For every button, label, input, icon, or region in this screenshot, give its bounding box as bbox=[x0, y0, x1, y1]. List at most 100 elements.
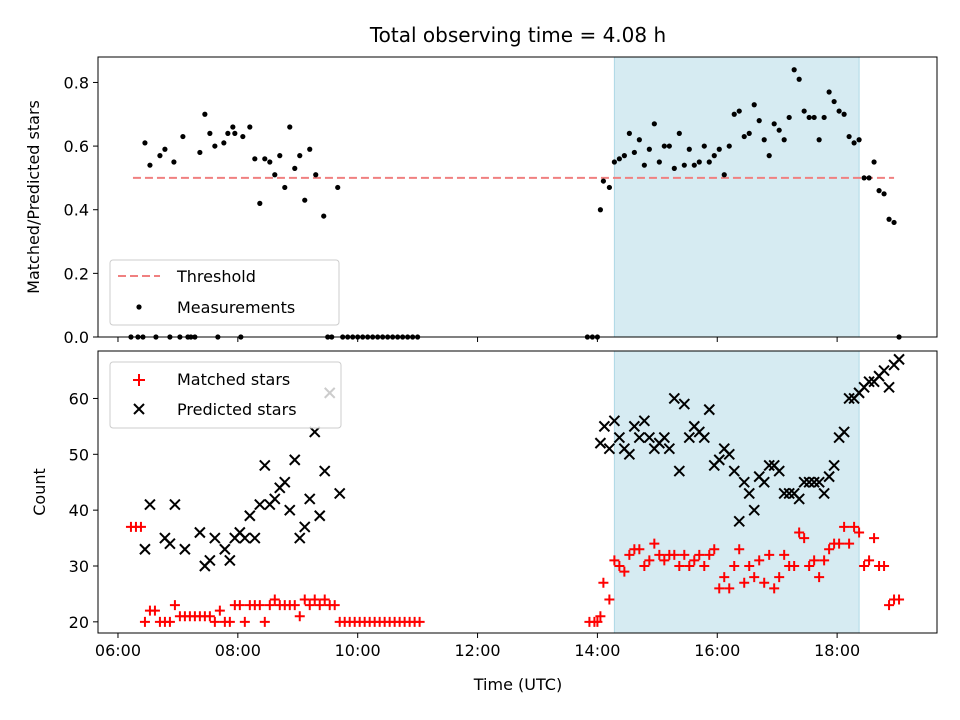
matched-star-point bbox=[595, 611, 606, 622]
measurement-point bbox=[891, 219, 897, 226]
predicted-star-point bbox=[673, 465, 686, 477]
predicted-star-point bbox=[758, 476, 770, 488]
predicted-star-point bbox=[594, 437, 607, 449]
measurement-point bbox=[726, 143, 732, 149]
top-panel: 0.00.20.40.60.8 Matched/Predicted stars … bbox=[24, 56, 938, 347]
x-tick-label: 18:00 bbox=[814, 641, 860, 660]
measurement-point bbox=[230, 124, 236, 130]
measurement-point bbox=[821, 114, 827, 121]
predicted-star-point bbox=[139, 543, 151, 555]
x-tick-label: 16:00 bbox=[694, 641, 740, 660]
y-tick-label: 0.8 bbox=[64, 73, 89, 92]
predicted-star-point bbox=[883, 381, 895, 394]
measurement-point bbox=[232, 130, 238, 136]
measurement-point bbox=[221, 140, 227, 146]
x-tick-label: 08:00 bbox=[215, 641, 261, 660]
predicted-star-point bbox=[284, 504, 296, 516]
matched-star-point bbox=[684, 560, 695, 571]
predicted-star-point bbox=[259, 459, 271, 472]
matched-star-point bbox=[799, 533, 810, 544]
matched-star-point bbox=[894, 594, 905, 605]
measurement-point bbox=[287, 124, 293, 130]
predicted-star-point bbox=[279, 476, 291, 488]
measurement-point bbox=[836, 108, 842, 114]
measurement-point bbox=[791, 67, 797, 73]
measurement-point bbox=[641, 162, 647, 168]
measurement-point bbox=[766, 153, 772, 159]
measurement-point bbox=[631, 149, 637, 156]
predicted-star-point bbox=[733, 515, 745, 528]
predicted-star-point bbox=[608, 415, 621, 427]
matched-star-point bbox=[759, 577, 770, 588]
matched-star-point bbox=[779, 549, 790, 560]
predicted-star-point bbox=[613, 431, 626, 444]
matched-star-point bbox=[749, 572, 760, 583]
measurement-point bbox=[651, 121, 657, 127]
measurement-point bbox=[826, 89, 832, 95]
matched-star-point bbox=[309, 594, 320, 605]
matched-star-point bbox=[854, 527, 865, 538]
measurement-point bbox=[267, 159, 273, 165]
measurement-point bbox=[307, 146, 313, 152]
measurement-point bbox=[225, 130, 231, 136]
matched-star-point bbox=[614, 560, 625, 571]
matched-star-point bbox=[884, 600, 895, 611]
predicted-star-point bbox=[628, 420, 641, 433]
measurement-point bbox=[180, 133, 186, 140]
measurement-point bbox=[881, 191, 887, 197]
predicted-star-point bbox=[668, 392, 681, 405]
measurement-point bbox=[756, 118, 762, 124]
predicted-star-point bbox=[728, 465, 740, 477]
bottom-legend-box bbox=[109, 361, 342, 429]
matched-star-point bbox=[592, 616, 603, 627]
predicted-star-point bbox=[334, 487, 346, 500]
measurement-point bbox=[666, 143, 672, 149]
y-tick-label: 20 bbox=[69, 613, 89, 632]
measurement-point bbox=[786, 114, 792, 121]
measurement-point bbox=[861, 175, 867, 181]
matched-star-point bbox=[864, 555, 875, 566]
matched-star-point bbox=[269, 594, 280, 605]
predicted-star-point bbox=[643, 431, 656, 444]
predicted-star-point bbox=[878, 364, 890, 377]
measurement-point bbox=[866, 175, 872, 181]
matched-star-point bbox=[289, 600, 300, 611]
predicted-star-point bbox=[803, 476, 815, 488]
predicted-star-point bbox=[743, 487, 755, 500]
matched-star-point bbox=[824, 544, 835, 555]
predicted-star-point bbox=[863, 376, 875, 388]
predicted-star-point bbox=[683, 431, 696, 444]
measurement-point bbox=[686, 146, 692, 152]
measurement-point bbox=[661, 143, 667, 149]
measurement-point bbox=[257, 200, 263, 206]
predicted-star-point bbox=[623, 448, 636, 461]
predicted-star-point bbox=[678, 398, 691, 410]
legend-matched-label: Matched stars bbox=[177, 370, 290, 389]
y-tick-label: 0.4 bbox=[64, 201, 89, 220]
bottom-panel: 20 30 40 50 60 06:00 08:00 10:00 12:00 14:00 16:0… bbox=[30, 350, 938, 694]
y-tick-label: 60 bbox=[69, 389, 89, 408]
measurement-point bbox=[746, 130, 752, 136]
measurement-point bbox=[636, 137, 642, 143]
matched-star-point bbox=[264, 600, 275, 611]
measurement-point bbox=[247, 124, 253, 130]
measurement-point bbox=[646, 146, 652, 152]
measurement-point bbox=[616, 156, 622, 162]
matched-star-point bbox=[774, 572, 785, 583]
predicted-star-point bbox=[738, 476, 750, 488]
predicted-star-point bbox=[813, 476, 825, 488]
measurement-point bbox=[806, 114, 812, 121]
matched-star-point bbox=[649, 538, 660, 549]
predicted-star-point bbox=[598, 420, 611, 433]
measurement-point bbox=[876, 188, 882, 194]
measurement-point bbox=[335, 184, 341, 191]
matched-star-point bbox=[149, 605, 160, 616]
matched-star-point bbox=[654, 549, 665, 560]
matched-star-point bbox=[729, 560, 740, 571]
measurement-point bbox=[841, 111, 847, 117]
matched-star-point bbox=[694, 549, 705, 560]
matched-star-point bbox=[804, 560, 815, 571]
predicted-star-point bbox=[698, 431, 710, 444]
measurement-point bbox=[621, 153, 627, 159]
matched-star-point bbox=[704, 549, 715, 560]
